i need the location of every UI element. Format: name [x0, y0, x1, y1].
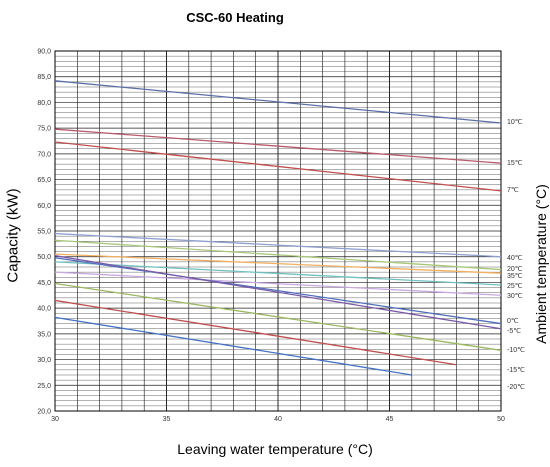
y-tick-label: 20,0 — [37, 409, 51, 416]
series-label: 10℃ — [507, 119, 523, 126]
series-label: 40℃ — [507, 255, 523, 262]
y-tick-label: 35,0 — [37, 331, 51, 338]
series-label: 15℃ — [507, 160, 523, 167]
series-line — [54, 239, 502, 271]
x-tick-label: 40 — [274, 416, 282, 423]
series-label: -20℃ — [507, 384, 525, 391]
y-tick-label: 50,0 — [37, 254, 51, 261]
y-tick-label: 80,0 — [37, 100, 51, 107]
series-label: -5℃ — [507, 328, 521, 335]
y-tick-label: 85,0 — [37, 74, 51, 81]
y-tick-label: 25,0 — [37, 383, 51, 390]
series-label: 7℃ — [507, 187, 519, 194]
y-tick-label: 65,0 — [37, 177, 51, 184]
series-label: 0℃ — [507, 318, 519, 325]
y-tick-label: 30,0 — [37, 357, 51, 364]
series-label: 25℃ — [507, 283, 523, 290]
series-label: 20℃ — [507, 266, 523, 273]
y-tick-label: 55,0 — [37, 229, 51, 236]
series-line — [54, 316, 412, 376]
series-line — [54, 232, 502, 258]
x-tick-label: 35 — [163, 416, 171, 423]
x-tick-label: 30 — [51, 416, 59, 423]
x-tick-label: 50 — [497, 416, 505, 423]
y-tick-label: 75,0 — [37, 126, 51, 133]
series-label: 35℃ — [507, 273, 523, 280]
series-line — [54, 141, 502, 192]
y-tick-label: 70,0 — [37, 151, 51, 158]
series-line — [54, 282, 502, 351]
x-tick-label: 45 — [386, 416, 394, 423]
y-tick-label: 90,0 — [37, 49, 51, 56]
x-axis-label: Leaving water temperature (°C) — [177, 441, 373, 457]
y-tick-label: 40,0 — [37, 306, 51, 313]
series-label: -15℃ — [507, 367, 525, 374]
series-label: 30℃ — [507, 293, 523, 300]
series-line — [54, 255, 502, 330]
series-line — [54, 80, 502, 124]
plot-frame — [54, 50, 502, 412]
series-line — [54, 299, 457, 366]
y-tick-label: 45,0 — [37, 280, 51, 287]
series-line — [54, 257, 502, 325]
series-line — [54, 253, 502, 274]
series-label: -10℃ — [507, 347, 525, 354]
series-line — [54, 261, 502, 286]
series-line — [54, 271, 502, 296]
series-line — [54, 128, 502, 164]
chart-title: CSC-60 Heating — [186, 10, 284, 25]
y-tick-label: 60,0 — [37, 203, 51, 210]
